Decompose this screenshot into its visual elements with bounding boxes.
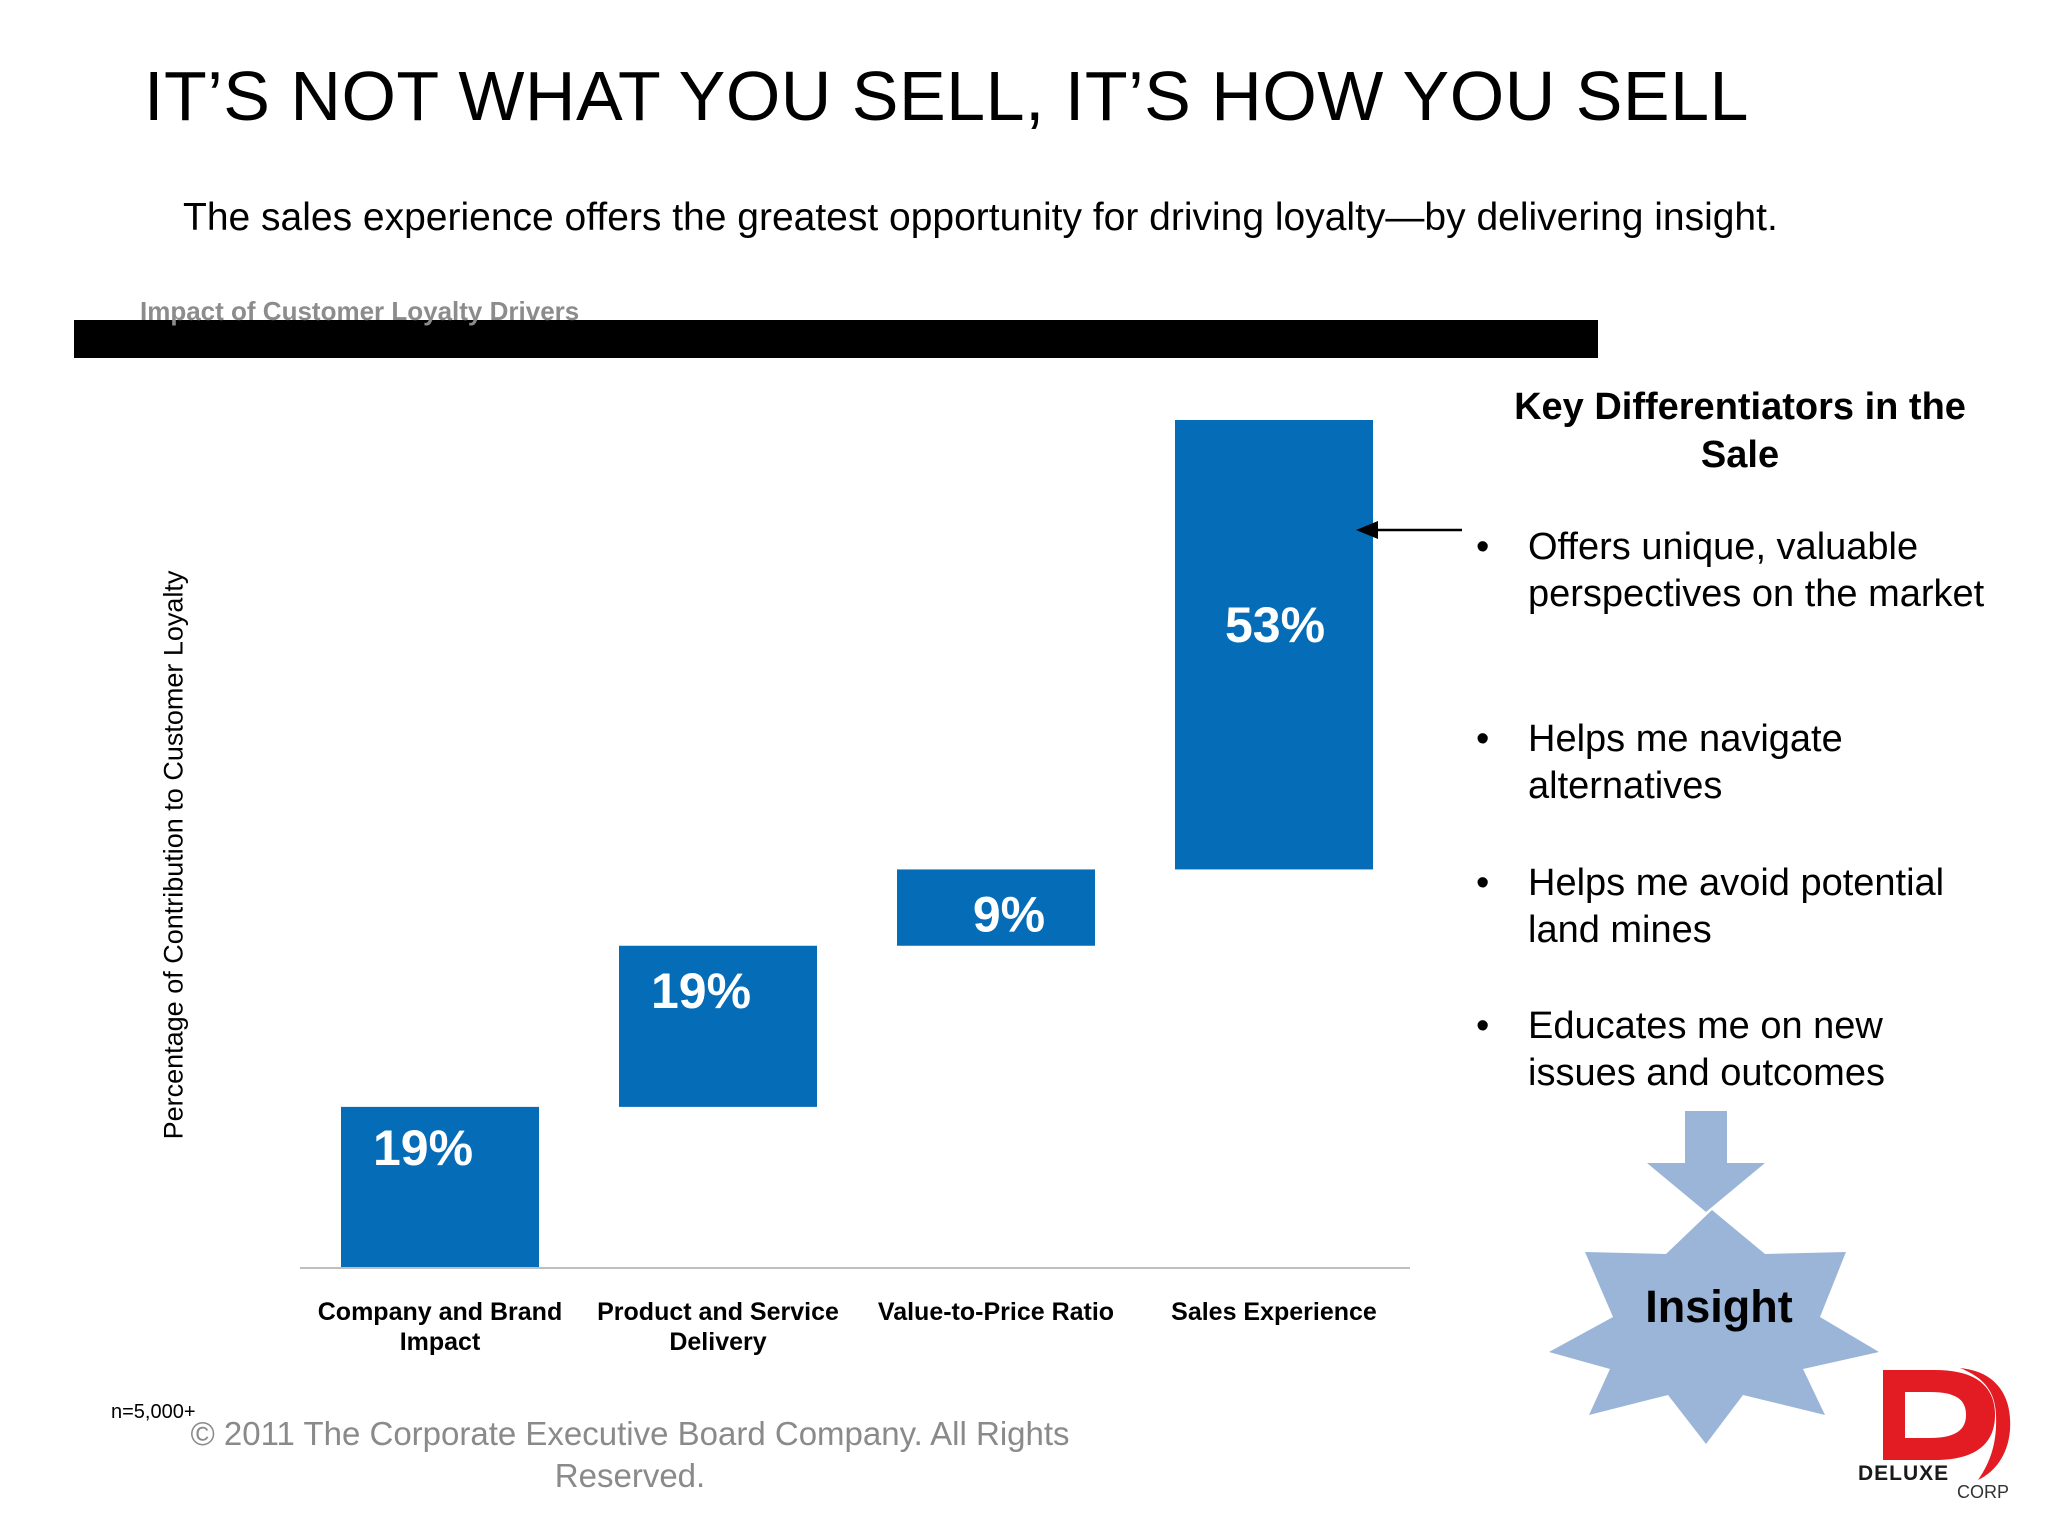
pointer-arrow-icon — [1356, 521, 1462, 539]
bar-value-label: 9% — [973, 886, 1045, 942]
down-arrow-icon — [1647, 1111, 1765, 1212]
category-label: Value-to-Price Ratio — [878, 1298, 1114, 1326]
category-label: Product and Service — [597, 1298, 839, 1326]
bar-1 — [619, 945, 817, 1107]
differentiator-text: Educates me on new issues and outcomes — [1528, 1005, 1885, 1094]
title-divider-bar — [74, 320, 1598, 358]
copyright-notice: © 2011 The Corporate Executive Board Com… — [190, 1415, 1070, 1494]
slide-title: IT’S NOT WHAT YOU SELL, IT’S HOW YOU SEL… — [144, 57, 1749, 135]
category-label: Sales Experience — [1171, 1298, 1377, 1326]
bar-value-label: 53% — [1225, 597, 1325, 653]
differentiator-text: Helps me navigate alternatives — [1528, 718, 1843, 807]
differentiator-text: Offers unique, valuable perspectives on … — [1528, 526, 1985, 615]
chart-title: Impact of Customer Loyalty Drivers — [140, 296, 580, 326]
logo-subtext: CORP — [1957, 1482, 2010, 1502]
slide-subtitle: The sales experience offers the greatest… — [183, 196, 1778, 239]
deluxe-logo-icon — [1883, 1368, 2011, 1480]
sample-size-note: n=5,000+ — [111, 1401, 196, 1423]
category-label: Impact — [400, 1328, 481, 1356]
differentiators-title: Key Differentiators in the Sale — [1514, 386, 1966, 476]
bar-0 — [341, 1106, 539, 1268]
differentiator-text: Helps me avoid potential land mines — [1528, 862, 1945, 951]
bullet-icon: • — [1476, 1005, 1490, 1047]
category-label: Company and Brand — [318, 1298, 562, 1326]
bullet-icon: • — [1476, 718, 1490, 760]
bar-3 — [1175, 420, 1373, 870]
bullet-icon: • — [1476, 862, 1490, 904]
insight-label: Insight — [1645, 1281, 1793, 1332]
category-label: Delivery — [669, 1328, 766, 1356]
bar-2 — [897, 869, 1095, 946]
bullet-icon: • — [1476, 526, 1490, 568]
bar-value-label: 19% — [373, 1120, 473, 1176]
bars-layer — [341, 420, 1373, 1268]
logo-wordmark: DELUXE — [1858, 1462, 1950, 1485]
bar-value-label: 19% — [651, 963, 751, 1019]
y-axis-label: Percentage of Contribution to Customer L… — [158, 570, 189, 1140]
insight-star-shape — [1549, 1210, 1879, 1444]
